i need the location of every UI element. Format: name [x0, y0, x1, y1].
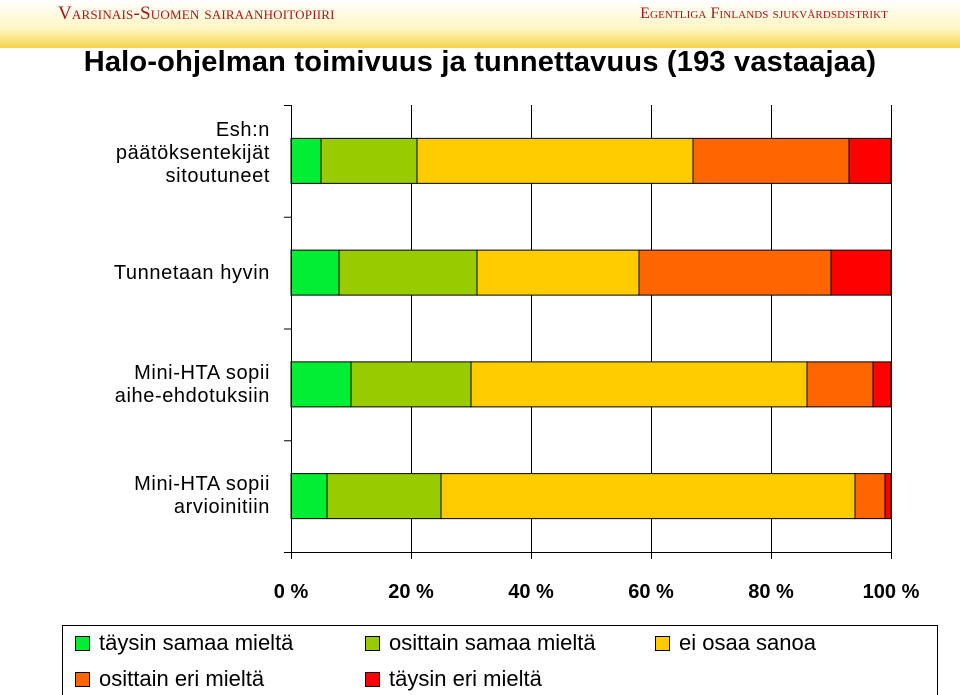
bar-segment-2-4	[872, 361, 892, 408]
bar-segment-2-0	[290, 361, 352, 408]
bar-segment-1-2	[476, 249, 640, 296]
tick-label-2: 40 %	[508, 581, 554, 603]
bars	[290, 137, 892, 520]
legend-label-4: täysin eri mieltä	[389, 666, 542, 691]
bar-segment-1-1	[338, 249, 478, 296]
bar-segment-2-3	[806, 361, 874, 408]
legend-item-4: täysin eri mieltä	[365, 666, 542, 692]
bar-segment-1-0	[290, 249, 340, 296]
legend-label-2: ei osaa sanoa	[679, 630, 816, 655]
bar-segment-3-1	[326, 473, 442, 520]
bar-segment-0-3	[692, 137, 850, 184]
bar-segment-2-1	[350, 361, 472, 408]
bar-segment-1-3	[638, 249, 832, 296]
chart-title: Halo-ohjelman toimivuus ja tunnettavuus …	[83, 46, 877, 78]
bar-segment-3-4	[884, 473, 892, 520]
legend-label-1: osittain samaa mieltä	[389, 630, 596, 655]
legend-swatch-0	[75, 635, 90, 651]
bar-segment-2-2	[470, 361, 808, 408]
bar-segment-3-3	[854, 473, 886, 520]
category-label-2: Mini-HTA sopii aihe-ehdotuksiin	[114, 362, 270, 407]
category-label-0: Esh:n päätöksentekijät sitoutuneet	[115, 119, 270, 187]
legend-swatch-4	[365, 671, 380, 687]
legend-item-0: täysin samaa mieltä	[75, 630, 293, 656]
legend-swatch-3	[75, 671, 90, 687]
category-label-1: Tunnetaan hyvin	[113, 262, 270, 284]
bar-segment-0-2	[416, 137, 694, 184]
header-band: Varsinais-Suomen sairaanhoitopiiri Egent…	[0, 0, 960, 48]
bar-segment-3-2	[440, 473, 856, 520]
bar-segment-3-0	[290, 473, 328, 520]
tick-label-4: 80 %	[748, 581, 794, 603]
legend-item-3: osittain eri mieltä	[75, 666, 264, 692]
tick-label-1: 20 %	[388, 581, 434, 603]
bar-segment-1-4	[830, 249, 892, 296]
legend-item-1: osittain samaa mieltä	[365, 630, 596, 656]
axes	[284, 105, 892, 559]
bar-segment-0-0	[290, 137, 322, 184]
legend-label-3: osittain eri mieltä	[99, 666, 265, 691]
category-label-3: Mini-HTA sopii arvioinitiin	[134, 473, 270, 518]
bar-segment-0-4	[848, 137, 892, 184]
organization-name-finnish: Varsinais-Suomen sairaanhoitopiiri	[58, 3, 335, 24]
organization-name-swedish: Egentliga Finlands sjukvårdsdistrikt	[640, 5, 888, 22]
legend-label-0: täysin samaa mieltä	[99, 630, 294, 655]
legend-swatch-1	[365, 635, 380, 651]
legend: täysin samaa mieltä osittain samaa mielt…	[62, 625, 938, 695]
tick-label-5: 100 %	[862, 581, 920, 603]
tick-label-3: 60 %	[628, 581, 674, 603]
stacked-bar-chart	[284, 105, 892, 559]
legend-item-2: ei osaa sanoa	[655, 630, 816, 656]
bar-segment-0-1	[320, 137, 418, 184]
legend-swatch-2	[655, 635, 670, 651]
tick-label-0: 0 %	[273, 581, 309, 603]
